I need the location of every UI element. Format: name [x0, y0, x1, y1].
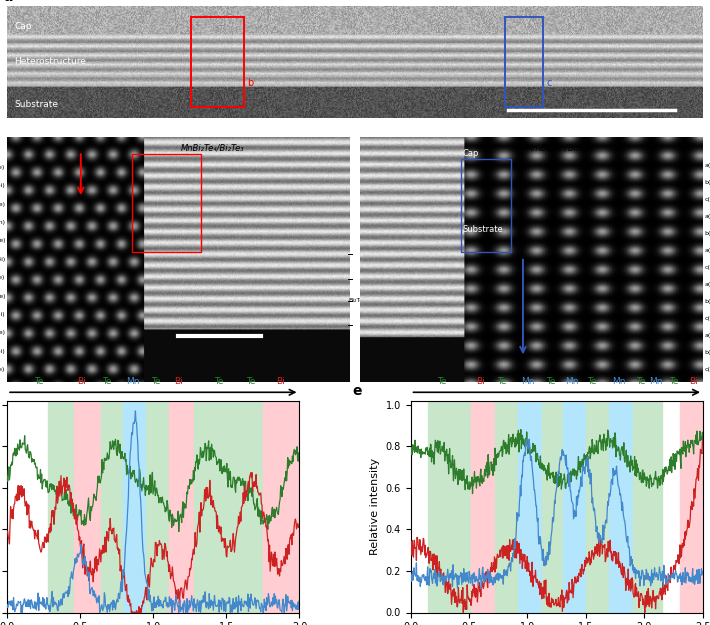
Text: c(Te): c(Te) — [704, 265, 710, 270]
Text: Cap: Cap — [463, 149, 479, 158]
Text: a(Bi): a(Bi) — [0, 312, 6, 317]
Text: Bi₂Te₃: Bi₂Te₃ — [348, 298, 366, 303]
Text: c(Mn): c(Mn) — [704, 316, 710, 321]
Text: a(Mn): a(Mn) — [704, 248, 710, 253]
Bar — [679, 401, 703, 612]
Text: b(Te): b(Te) — [0, 294, 6, 299]
Text: Te: Te — [35, 377, 44, 386]
Text: Mn: Mn — [612, 377, 626, 386]
Bar — [505, 18, 543, 106]
Text: Bi: Bi — [476, 377, 485, 386]
Text: Te: Te — [214, 377, 224, 386]
Text: c(Te): c(Te) — [704, 198, 710, 202]
Bar — [101, 401, 123, 612]
Y-axis label: Relative intensity: Relative intensity — [370, 458, 380, 555]
Bar — [562, 401, 586, 612]
Bar — [123, 401, 146, 612]
Bar — [586, 401, 609, 612]
Bar — [241, 401, 263, 612]
Bar — [192, 18, 244, 106]
Text: Substrate: Substrate — [463, 225, 503, 234]
Bar — [263, 401, 300, 612]
Text: Heterostructure: Heterostructure — [14, 58, 86, 66]
Bar — [495, 401, 518, 612]
Text: a(Te): a(Te) — [0, 275, 6, 280]
Bar — [518, 401, 542, 612]
Bar — [48, 401, 75, 612]
Bar — [542, 401, 562, 612]
Text: Te: Te — [587, 377, 596, 386]
Text: Te: Te — [497, 377, 506, 386]
Bar — [609, 401, 633, 612]
Text: a(Te): a(Te) — [0, 367, 6, 372]
Text: Te: Te — [437, 377, 447, 386]
Text: a(Mn): a(Mn) — [0, 220, 6, 225]
Text: a(Mn): a(Mn) — [704, 282, 710, 287]
Bar — [75, 401, 101, 612]
Text: Te: Te — [636, 377, 645, 386]
Text: Mn₄Bi₂Te₇/Bi₂Te₃: Mn₄Bi₂Te₇/Bi₂Te₃ — [525, 144, 592, 153]
Text: Mn: Mn — [565, 377, 579, 386]
Text: Mn: Mn — [126, 377, 140, 386]
Bar — [428, 401, 471, 612]
Text: a(Te): a(Te) — [704, 333, 710, 338]
Text: b(Te): b(Te) — [0, 238, 6, 243]
Text: Cap: Cap — [14, 22, 31, 31]
Text: b(Bi): b(Bi) — [704, 181, 710, 186]
Bar — [132, 154, 201, 252]
Text: Te: Te — [246, 377, 256, 386]
Text: a(Te): a(Te) — [704, 163, 710, 168]
Text: b: b — [247, 79, 253, 89]
Text: Bi: Bi — [276, 377, 285, 386]
Text: a(Te): a(Te) — [0, 165, 6, 170]
Text: a(Mn): a(Mn) — [704, 214, 710, 219]
Text: Te: Te — [669, 377, 679, 386]
Text: c(Te): c(Te) — [704, 367, 710, 372]
Text: Te: Te — [102, 377, 111, 386]
Text: Substrate: Substrate — [14, 100, 58, 109]
Bar — [462, 159, 511, 252]
Text: b(Te): b(Te) — [704, 231, 710, 236]
Bar — [633, 401, 662, 612]
Text: c(Bi): c(Bi) — [0, 257, 6, 262]
Bar — [471, 401, 495, 612]
Text: Mn: Mn — [650, 377, 663, 386]
Bar — [146, 401, 170, 612]
Text: e: e — [352, 384, 361, 398]
Text: b(Bi): b(Bi) — [704, 350, 710, 355]
Text: b(Bi): b(Bi) — [0, 349, 6, 354]
Text: c(Te): c(Te) — [0, 201, 6, 206]
Text: Bi: Bi — [689, 377, 698, 386]
Text: Bi: Bi — [174, 377, 182, 386]
Text: c(Te): c(Te) — [0, 330, 6, 335]
Text: Te: Te — [151, 377, 161, 386]
Text: b(Bi): b(Bi) — [0, 183, 6, 188]
Text: b(Te): b(Te) — [704, 299, 710, 304]
Text: c: c — [547, 79, 552, 89]
Bar — [170, 401, 195, 612]
Text: Mn: Mn — [520, 377, 534, 386]
Text: Bi: Bi — [77, 377, 86, 386]
Text: Te: Te — [546, 377, 556, 386]
Text: a: a — [4, 0, 13, 4]
Bar — [195, 401, 241, 612]
Text: MnBi₂Te₄/Bi₂Te₃: MnBi₂Te₄/Bi₂Te₃ — [181, 144, 244, 153]
